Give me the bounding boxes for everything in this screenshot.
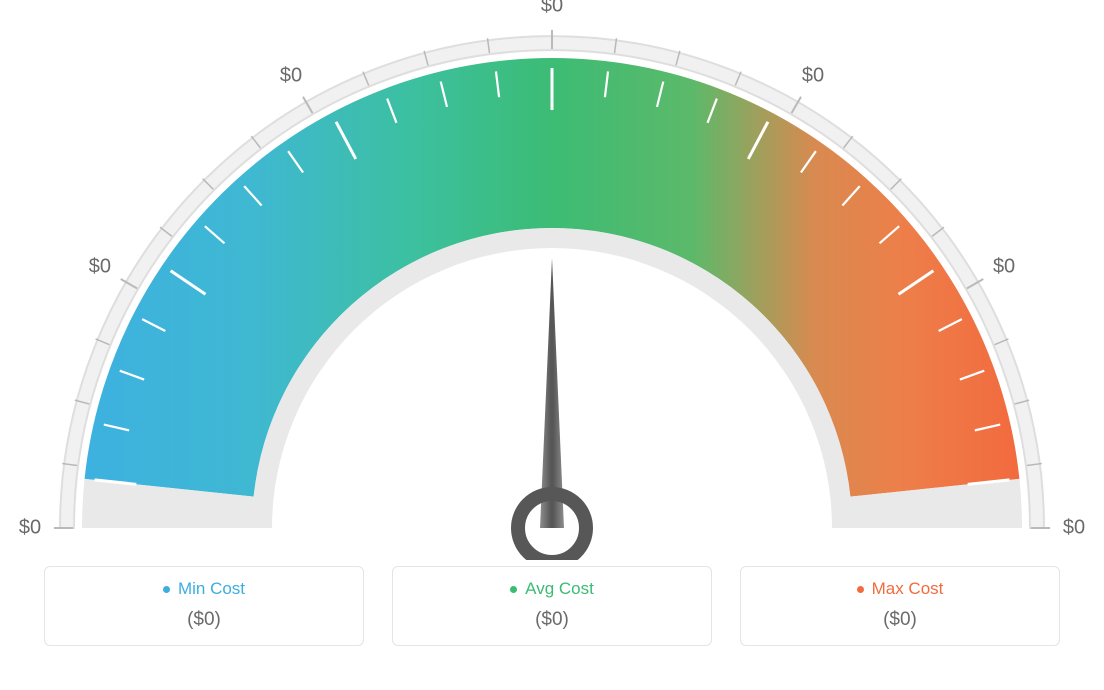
gauge-tick-label: $0	[802, 64, 824, 87]
gauge-tick-label: $0	[993, 256, 1015, 279]
gauge-tick-label: $0	[89, 256, 111, 279]
legend-value-avg: ($0)	[393, 609, 711, 631]
legend-label-avg: Avg Cost	[525, 579, 594, 599]
legend-card-min: Min Cost ($0)	[44, 566, 364, 646]
legend-card-max: Max Cost ($0)	[740, 566, 1060, 646]
legend-label-max: Max Cost	[872, 579, 944, 599]
legend-value-min: ($0)	[45, 609, 363, 631]
legend-card-avg: Avg Cost ($0)	[392, 566, 712, 646]
legend-title-min: Min Cost	[163, 579, 245, 599]
gauge-chart: $0 $0 $0 $0 $0 $0 $0	[0, 0, 1104, 560]
legend-title-max: Max Cost	[857, 579, 944, 599]
legend-dot-avg	[510, 586, 517, 593]
legend-label-min: Min Cost	[178, 579, 245, 599]
legend-dot-max	[857, 586, 864, 593]
gauge-svg	[0, 0, 1104, 560]
legend-row: Min Cost ($0) Avg Cost ($0) Max Cost ($0…	[0, 566, 1104, 646]
legend-title-avg: Avg Cost	[510, 579, 594, 599]
legend-value-max: ($0)	[741, 609, 1059, 631]
gauge-tick-label: $0	[280, 64, 302, 87]
gauge-tick-label: $0	[1063, 517, 1085, 540]
legend-dot-min	[163, 586, 170, 593]
gauge-tick-label: $0	[19, 517, 41, 540]
gauge-tick-label: $0	[541, 0, 563, 18]
